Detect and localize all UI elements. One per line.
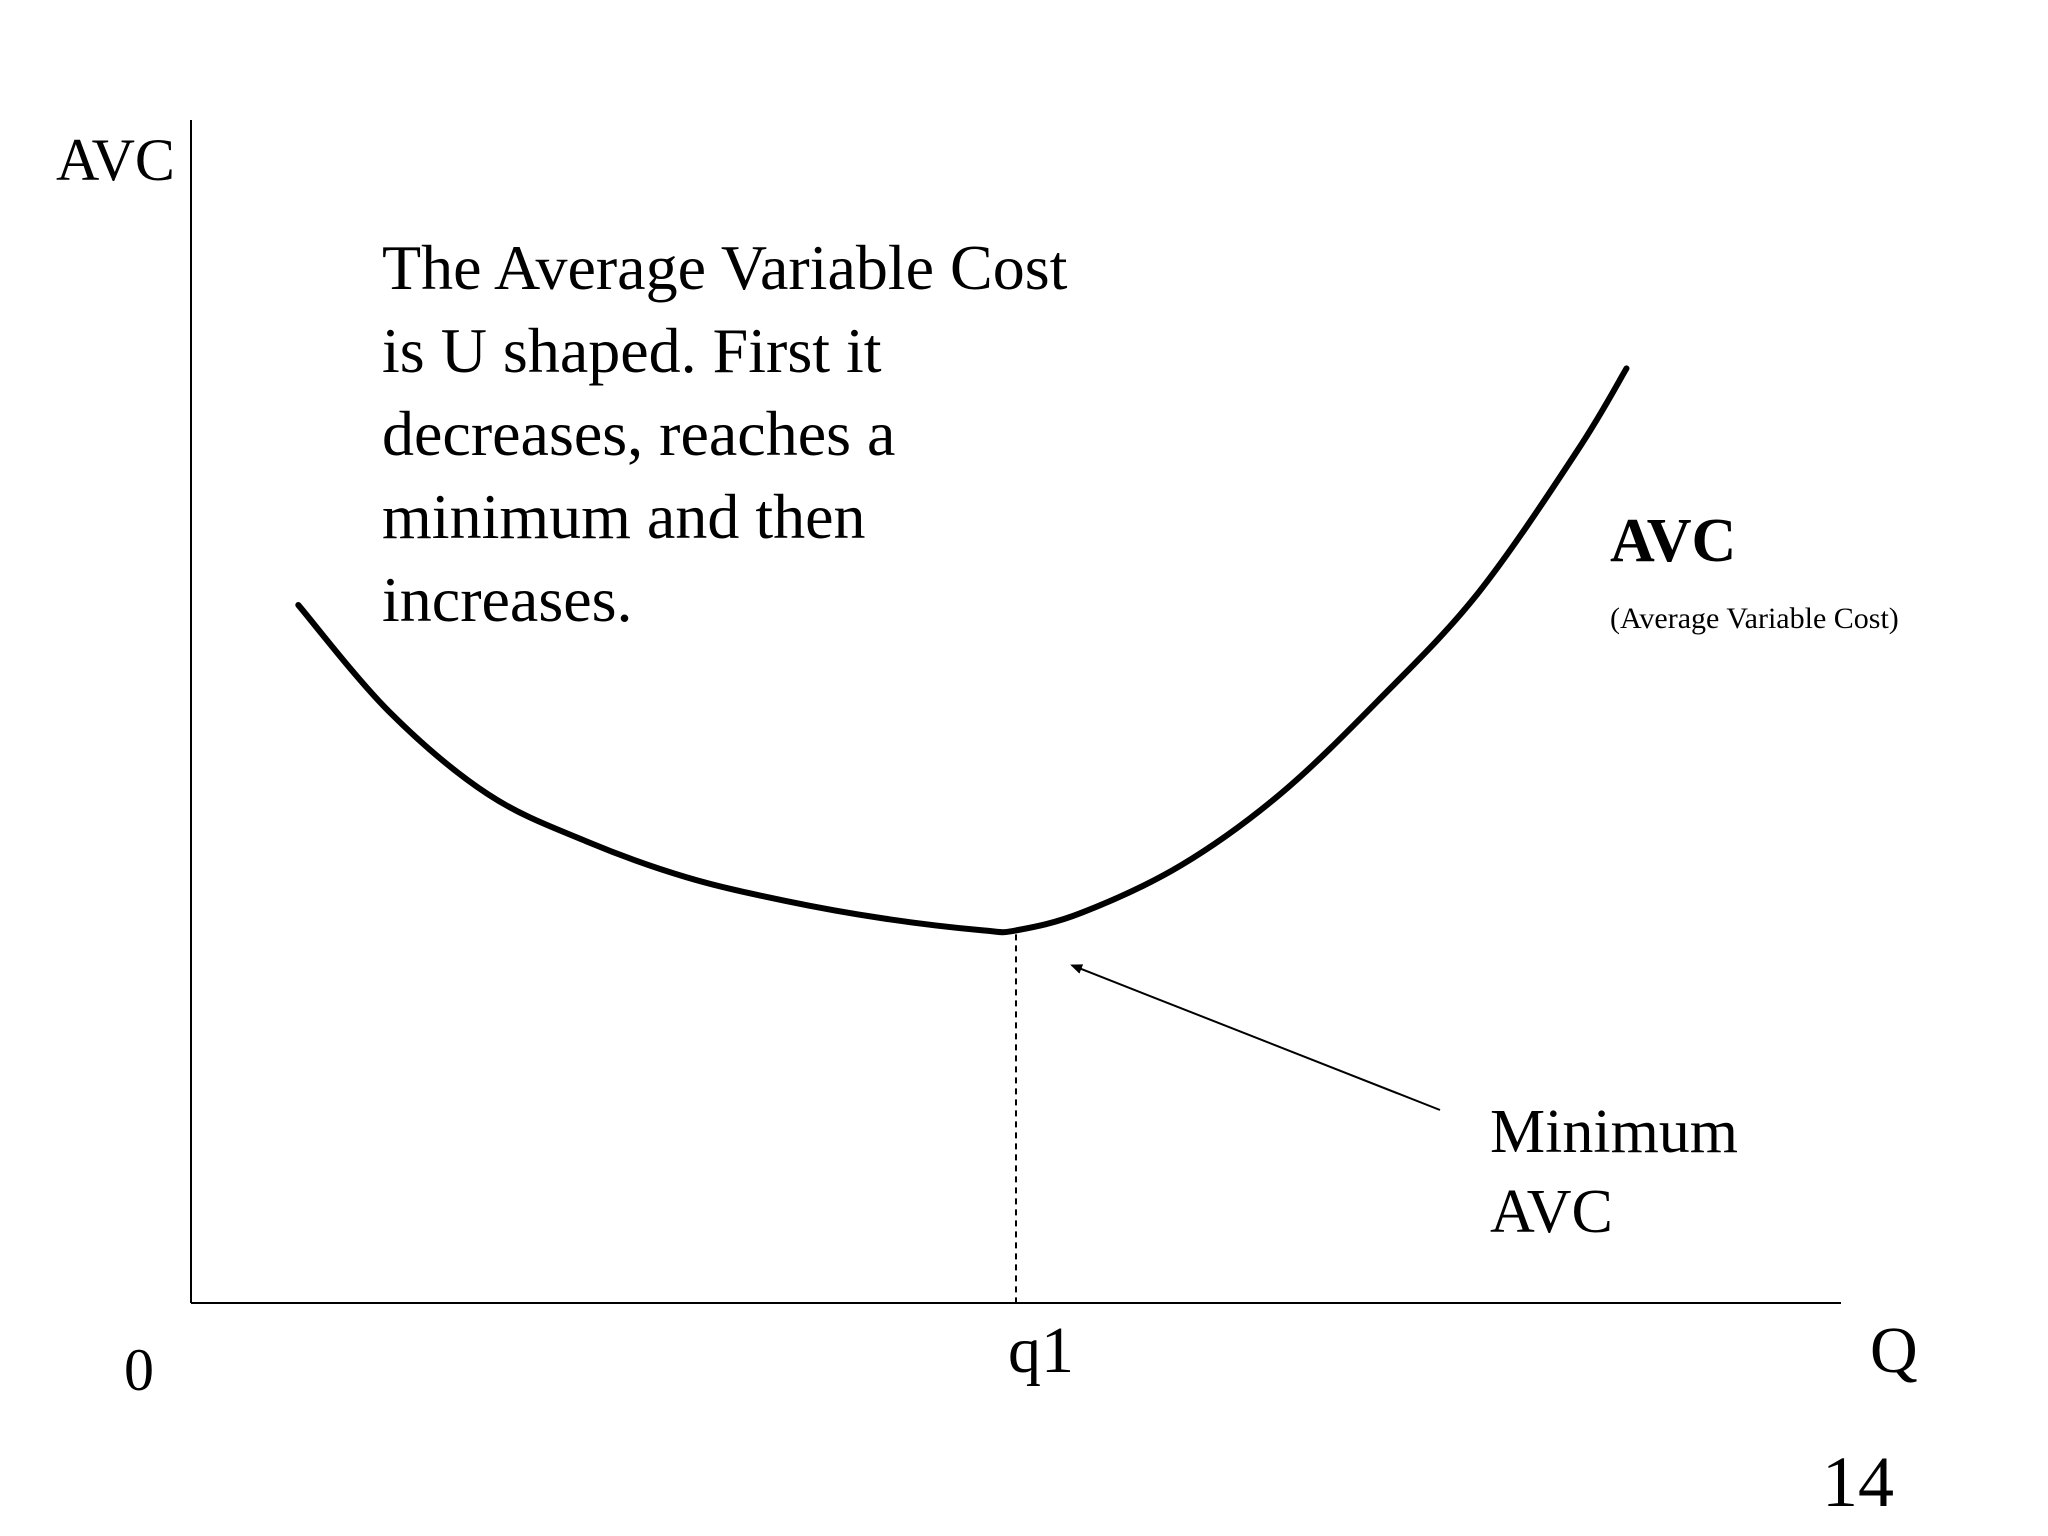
description-line: decreases, reaches a [382, 398, 896, 469]
avc-curve [295, 365, 1630, 936]
page-number: 14 [1822, 1442, 1894, 1522]
description-annotation: The Average Variable Cost is U shaped. F… [382, 226, 1067, 641]
minimum-annotation-line: Minimum [1490, 1098, 1739, 1166]
x-axis-label: Q [1870, 1314, 1918, 1387]
description-line: The Average Variable Cost [382, 232, 1068, 303]
description-line: increases. [382, 564, 633, 635]
avc-series-sublabel: (Average Variable Cost) [1610, 602, 1899, 635]
y-axis-label: AVC [56, 127, 175, 193]
avc-series-label: AVC [1610, 507, 1737, 575]
minimum-arrow [1070, 964, 1441, 1111]
minimum-annotation-line: AVC [1490, 1178, 1613, 1246]
origin-label: 0 [124, 1337, 154, 1403]
description-line: is U shaped. First it [382, 315, 882, 386]
description-line: minimum and then [382, 481, 866, 552]
minimum-avc-annotation: Minimum AVC [1490, 1092, 1738, 1252]
x-tick-label-q1: q1 [1008, 1314, 1074, 1387]
